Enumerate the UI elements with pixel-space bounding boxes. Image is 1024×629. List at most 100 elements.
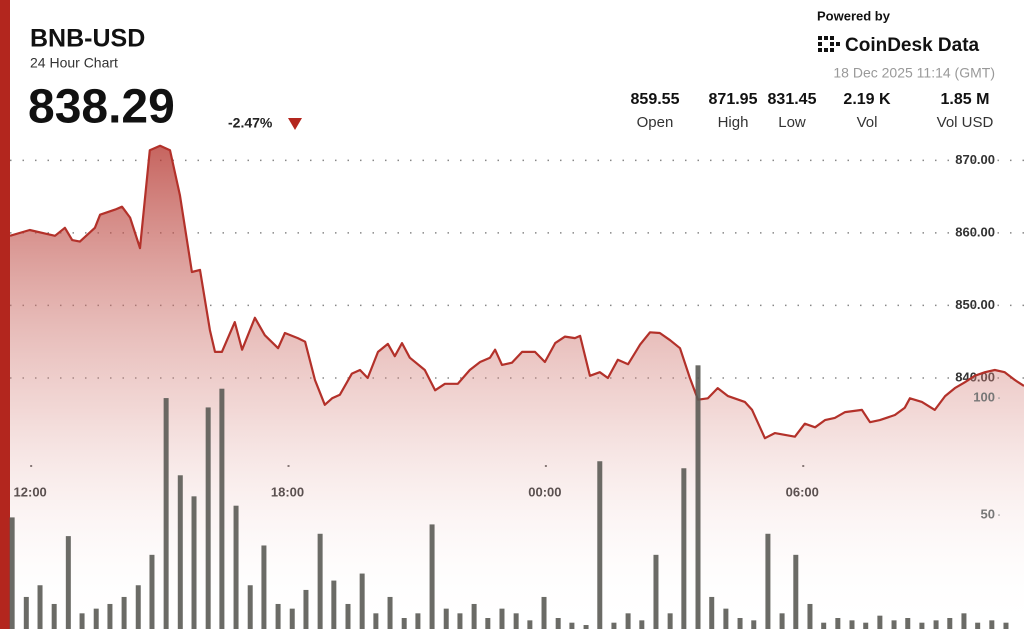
volume-bar <box>289 608 295 629</box>
volume-bar <box>471 603 477 629</box>
stat-label: High <box>718 114 749 131</box>
stat-label: Open <box>637 114 674 131</box>
volume-bar <box>779 613 785 629</box>
timestamp: 18 Dec 2025 11:14 (GMT) <box>833 65 995 81</box>
stats: 859.55 Open 871.95 High 831.45 Low 2.19 K Vol 1.… <box>631 91 994 131</box>
y-tick-label: 860.00 <box>955 224 995 239</box>
volume-bar <box>303 589 309 629</box>
volume-bar <box>65 536 71 629</box>
volume-bar <box>261 545 267 629</box>
volume-bar <box>121 596 127 629</box>
volume-bar <box>989 620 995 629</box>
plot: 840.00850.00860.00870.0012:0018:0000:000… <box>9 144 1024 629</box>
down-arrow <box>288 118 302 130</box>
volume-bar <box>443 608 449 629</box>
volume-bar <box>975 622 981 629</box>
volume-bar <box>639 620 645 629</box>
volume-bar <box>359 573 365 629</box>
volume-bar <box>905 618 911 629</box>
stat-label: Vol USD <box>937 114 994 131</box>
volume-bar <box>107 603 113 629</box>
volume-bar <box>177 475 183 629</box>
price: 838.29 <box>28 81 175 134</box>
volume-bar <box>415 613 421 629</box>
volume-bar <box>163 398 169 629</box>
volume-bar <box>737 618 743 629</box>
y2-tick-label: 100 <box>973 390 995 405</box>
brand-logo <box>818 36 840 52</box>
volume-bar <box>527 620 533 629</box>
volume-bar <box>93 608 99 629</box>
area <box>10 145 1024 629</box>
volume-bar <box>275 603 281 629</box>
volume-bar <box>191 496 197 629</box>
volume-bar <box>513 613 519 629</box>
volume-bar <box>653 554 659 629</box>
volume-bar <box>345 603 351 629</box>
volume-bar <box>835 618 841 629</box>
volume-bar <box>681 468 687 629</box>
volume-bar <box>961 613 967 629</box>
volume-bar <box>331 580 337 629</box>
volume-bar <box>807 603 813 629</box>
stat-label: Vol <box>857 114 878 131</box>
volume-bar <box>317 533 323 629</box>
volume-bar <box>919 622 925 629</box>
volume-bar <box>625 613 631 629</box>
stat-label: Low <box>778 114 806 131</box>
volume-bar <box>1003 622 1009 629</box>
brand: CoinDesk Data <box>845 35 980 56</box>
volume-bar <box>863 622 869 629</box>
volume-bar <box>23 596 29 629</box>
volume-bar <box>457 613 463 629</box>
volume-bar <box>149 554 155 629</box>
volume-bar <box>877 615 883 629</box>
volume-bar <box>485 618 491 629</box>
volume-bar <box>387 596 393 629</box>
stat-value: 831.45 <box>768 91 817 108</box>
y2-tick-label: 50 <box>981 506 995 521</box>
volume-bar <box>765 533 771 629</box>
y-tick-label: 870.00 <box>955 152 995 167</box>
volume-bar <box>233 505 239 629</box>
price-line <box>9 144 1024 440</box>
volume-bar <box>205 407 211 629</box>
volume-bar <box>569 622 575 629</box>
volume-bar <box>429 524 435 629</box>
volume-bar <box>793 554 799 629</box>
volume-bar <box>373 613 379 629</box>
volume-bar <box>401 618 407 629</box>
volume-bar <box>79 613 85 629</box>
stat-value: 859.55 <box>631 91 680 108</box>
volume-bar <box>891 620 897 629</box>
volume-bar <box>541 596 547 629</box>
volume-bar <box>499 608 505 629</box>
volume-bar <box>583 625 589 629</box>
accent-bar <box>0 0 10 629</box>
volume-bar <box>135 585 141 629</box>
volume-bar <box>947 618 953 629</box>
change: -2.47% <box>228 115 273 131</box>
volume-bar <box>695 365 701 629</box>
volume-bar <box>933 620 939 629</box>
stat-value: 871.95 <box>709 91 758 108</box>
volume-bar <box>247 585 253 629</box>
volume-bar <box>611 622 617 629</box>
y-tick-label: 850.00 <box>955 297 995 312</box>
volume-bar <box>751 620 757 629</box>
volume-bar <box>597 461 603 629</box>
subtitle: 24 Hour Chart <box>30 55 118 71</box>
volume-bar <box>37 585 43 629</box>
symbol: BNB-USD <box>30 25 145 53</box>
volume-bar <box>849 620 855 629</box>
volume-bar <box>219 388 225 629</box>
volume-bar <box>9 517 15 629</box>
volume-bar <box>821 622 827 629</box>
volume-bar <box>723 608 729 629</box>
stat-value: 2.19 K <box>843 91 891 108</box>
volume-bar <box>667 613 673 629</box>
volume-bar <box>51 603 57 629</box>
stat-value: 1.85 M <box>941 91 990 108</box>
